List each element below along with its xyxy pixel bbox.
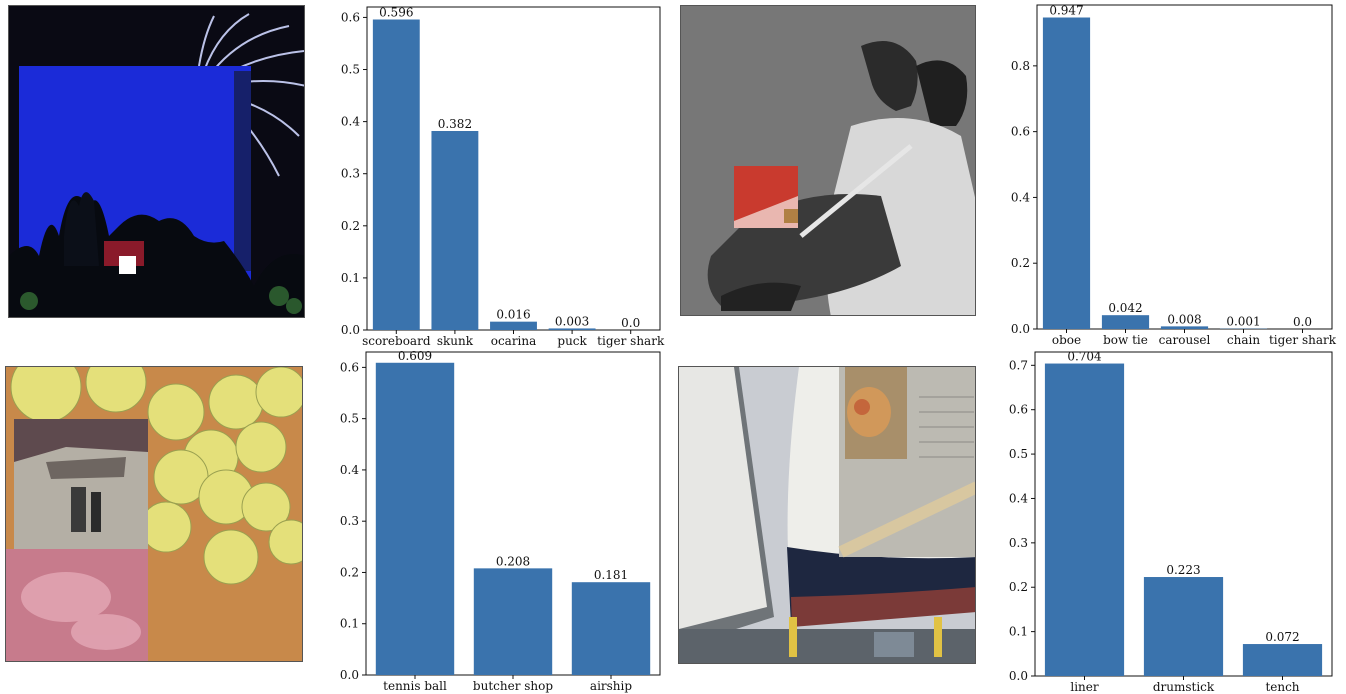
bar-value-label: 0.0 [1293, 315, 1312, 329]
x-tick-label: tiger shark [1269, 333, 1337, 347]
x-tick-label: tennis ball [383, 679, 447, 693]
bar-value-label: 0.596 [379, 6, 413, 20]
x-tick-label: tench [1265, 680, 1299, 694]
ship-liner-image [678, 366, 976, 664]
bar-value-label: 0.947 [1049, 3, 1083, 17]
y-tick-label: 0.8 [1011, 59, 1030, 73]
bar [571, 582, 651, 675]
x-tick-label: chain [1227, 333, 1260, 347]
y-tick-label: 0.0 [341, 323, 360, 337]
y-tick-label: 0.6 [1009, 403, 1028, 417]
couple-flute-bw-image [680, 5, 976, 316]
y-tick-label: 0.6 [340, 360, 359, 374]
y-tick-label: 0.3 [1009, 536, 1028, 550]
y-tick-label: 0.0 [340, 668, 359, 682]
bar-value-label: 0.382 [438, 117, 472, 131]
y-tick-label: 0.0 [1011, 322, 1030, 336]
x-tick-label: drumstick [1153, 680, 1215, 694]
bar-value-label: 0.072 [1265, 630, 1299, 644]
y-tick-label: 0.4 [1011, 190, 1030, 204]
y-tick-label: 0.2 [1009, 580, 1028, 594]
bar-value-label: 0.0 [621, 316, 640, 330]
tennis-balls-graphic [6, 367, 302, 661]
x-tick-label: oboe [1052, 333, 1081, 347]
bar [375, 362, 455, 675]
bar-value-label: 0.208 [496, 554, 530, 568]
bar [372, 19, 420, 330]
bar-value-label: 0.223 [1166, 563, 1200, 577]
bar [548, 328, 596, 330]
y-tick-label: 0.6 [341, 10, 360, 24]
ship-liner-graphic [679, 367, 975, 663]
y-tick-label: 0.3 [341, 167, 360, 181]
y-tick-label: 0.5 [341, 63, 360, 77]
x-tick-label: carousel [1159, 333, 1211, 347]
x-tick-label: liner [1070, 680, 1099, 694]
x-tick-label: puck [557, 334, 587, 348]
x-tick-label: ocarina [491, 334, 537, 348]
x-tick-label: tiger shark [597, 334, 665, 348]
x-tick-label: butcher shop [473, 679, 553, 693]
y-tick-label: 0.1 [1009, 625, 1028, 639]
bar [1160, 326, 1209, 329]
bar [431, 130, 479, 330]
bar-value-label: 0.003 [555, 314, 589, 328]
bar [1143, 577, 1224, 676]
y-tick-label: 0.5 [1009, 447, 1028, 461]
y-tick-label: 0.1 [341, 271, 360, 285]
bar-value-label: 0.016 [496, 308, 530, 322]
bar [1101, 315, 1150, 329]
y-tick-label: 0.2 [340, 565, 359, 579]
bar [473, 568, 553, 675]
y-tick-label: 0.4 [341, 115, 360, 129]
couple-flute-graphic [681, 6, 975, 315]
bar [1044, 363, 1125, 676]
bar-value-label: 0.181 [594, 568, 628, 582]
bar-value-label: 0.609 [398, 349, 432, 363]
tennis-balls-image [5, 366, 303, 662]
bar [1242, 644, 1323, 676]
x-tick-label: skunk [437, 334, 474, 348]
y-tick-label: 0.2 [1011, 256, 1030, 270]
y-tick-label: 0.2 [341, 219, 360, 233]
bar-value-label: 0.704 [1067, 350, 1102, 364]
bar [490, 321, 537, 330]
x-tick-label: scoreboard [362, 334, 431, 348]
bar-value-label: 0.008 [1167, 312, 1201, 326]
y-tick-label: 0.5 [340, 412, 359, 426]
y-tick-label: 0.1 [340, 617, 359, 631]
x-tick-label: airship [590, 679, 632, 693]
y-tick-label: 0.7 [1009, 358, 1028, 372]
fireworks-blue-sky-image [8, 5, 305, 318]
y-tick-label: 0.0 [1009, 669, 1028, 683]
y-tick-label: 0.4 [340, 463, 359, 477]
y-tick-label: 0.6 [1011, 125, 1030, 139]
y-tick-label: 0.3 [340, 514, 359, 528]
fireworks-blue-sky-graphic [9, 6, 304, 317]
x-tick-label: bow tie [1103, 333, 1148, 347]
bar [1042, 17, 1091, 330]
bar-value-label: 0.001 [1226, 315, 1260, 329]
bar-value-label: 0.042 [1108, 301, 1142, 315]
y-tick-label: 0.4 [1009, 491, 1028, 505]
